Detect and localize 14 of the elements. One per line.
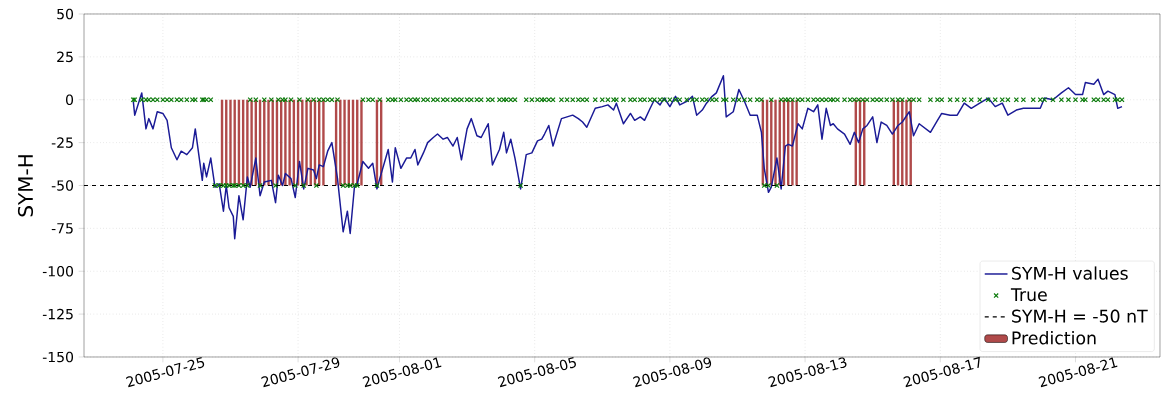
y-tick-label: 0 bbox=[65, 94, 74, 106]
y-tick-label: -25 bbox=[51, 137, 73, 148]
y-tick-label: -150 bbox=[42, 351, 74, 363]
legend-label: SYM-H = -50 nT bbox=[1012, 309, 1148, 323]
y-tick-label: -100 bbox=[42, 265, 74, 277]
legend-label: SYM-H values bbox=[1012, 266, 1128, 280]
y-axis-title: SYM-H bbox=[17, 155, 34, 217]
y-tick-label: -75 bbox=[51, 223, 73, 234]
legend-label: Prediction bbox=[1012, 331, 1096, 345]
legend-label: True bbox=[1010, 288, 1047, 302]
y-tick-label: 25 bbox=[57, 51, 73, 63]
y-tick-label: -50 bbox=[51, 180, 74, 191]
y-tick-label: 50 bbox=[57, 8, 74, 20]
y-tick-label: -125 bbox=[42, 308, 73, 320]
